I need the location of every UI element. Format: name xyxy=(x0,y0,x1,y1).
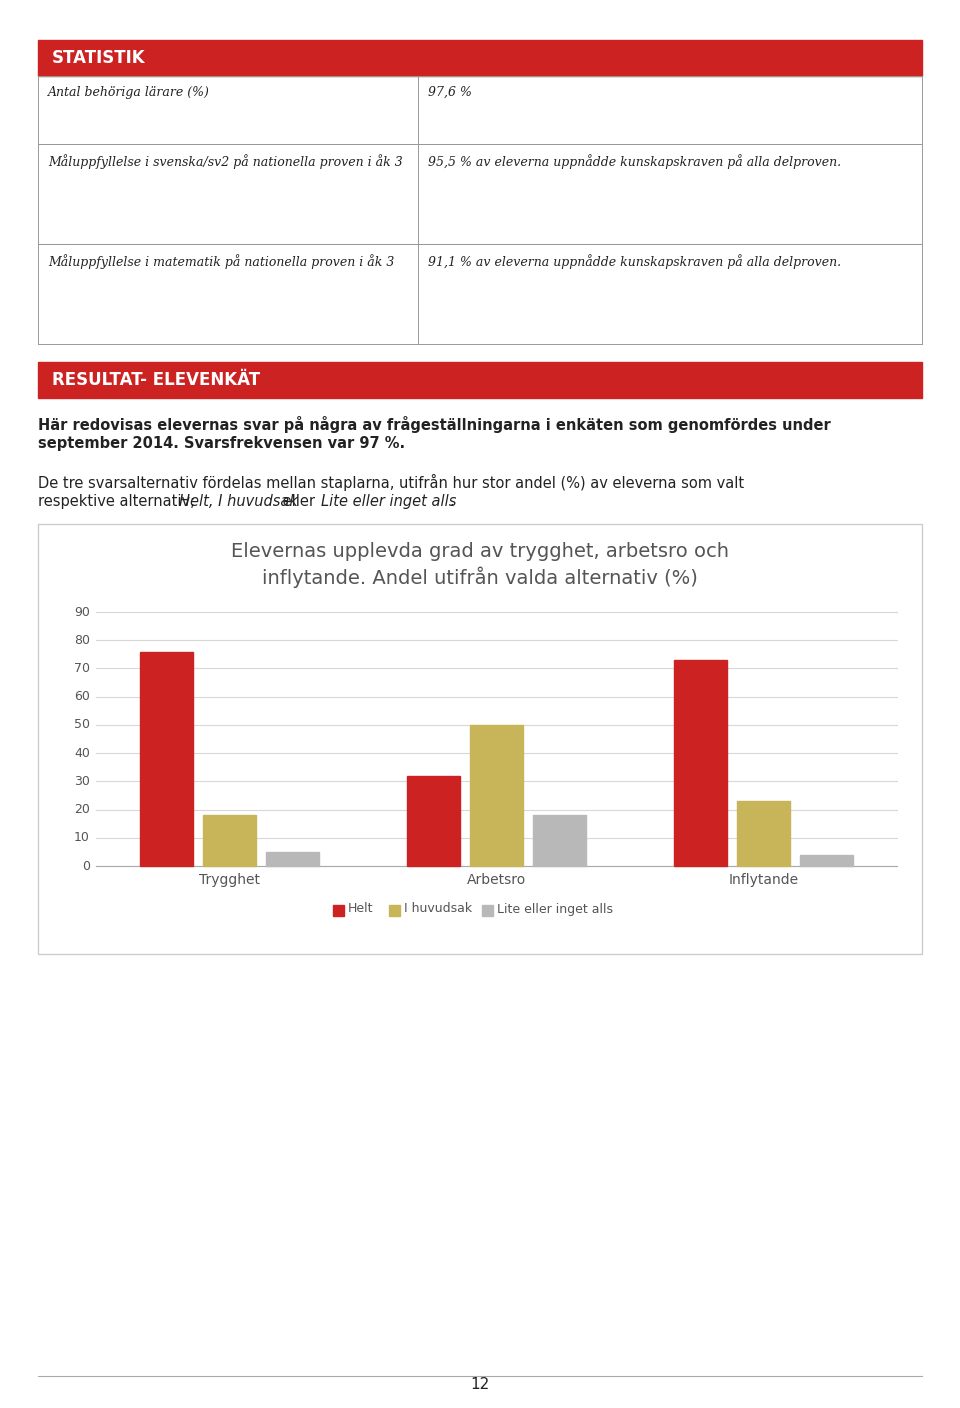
Bar xyxy=(482,904,492,915)
Text: Måluppfyllelse i svenska/sv2 på nationella proven i åk 3: Måluppfyllelse i svenska/sv2 på nationel… xyxy=(48,153,403,169)
Text: Elevernas upplevda grad av trygghet, arbetsro och: Elevernas upplevda grad av trygghet, arb… xyxy=(231,542,729,560)
Text: 40: 40 xyxy=(74,746,90,759)
Text: 91,1 % av eleverna uppnådde kunskapskraven på alla delproven.: 91,1 % av eleverna uppnådde kunskapskrav… xyxy=(428,253,841,269)
Text: respektive alternativ;: respektive alternativ; xyxy=(38,494,200,510)
Text: Inflytande: Inflytande xyxy=(729,873,799,887)
Text: I huvudsak: I huvudsak xyxy=(404,903,472,915)
Text: 97,6 %: 97,6 % xyxy=(428,86,472,99)
Text: 80: 80 xyxy=(74,634,90,646)
Bar xyxy=(203,815,256,866)
Text: eller: eller xyxy=(277,494,319,510)
Bar xyxy=(38,362,922,398)
Bar xyxy=(533,815,587,866)
Bar xyxy=(38,524,922,955)
Text: RESULTAT- ELEVENKÄT: RESULTAT- ELEVENKÄT xyxy=(52,370,260,389)
Text: 95,5 % av eleverna uppnådde kunskapskraven på alla delproven.: 95,5 % av eleverna uppnådde kunskapskrav… xyxy=(428,153,841,169)
Text: 50: 50 xyxy=(74,718,90,731)
Text: Arbetsro: Arbetsro xyxy=(467,873,526,887)
Text: Helt: Helt xyxy=(348,903,373,915)
Text: 90: 90 xyxy=(74,605,90,618)
Text: .: . xyxy=(449,494,454,510)
Bar xyxy=(737,801,790,866)
Text: Helt, I huvudsak: Helt, I huvudsak xyxy=(180,494,299,510)
Bar xyxy=(674,660,727,866)
Bar xyxy=(266,852,320,866)
Text: De tre svarsalternativ fördelas mellan staplarna, utifrån hur stor andel (%) av : De tre svarsalternativ fördelas mellan s… xyxy=(38,474,744,491)
Text: 30: 30 xyxy=(74,774,90,788)
Text: Lite eller inget alls: Lite eller inget alls xyxy=(321,494,456,510)
Text: 70: 70 xyxy=(74,662,90,674)
Text: 12: 12 xyxy=(470,1377,490,1393)
Text: inflytande. Andel utifrån valda alternativ (%): inflytande. Andel utifrån valda alternat… xyxy=(262,566,698,587)
Text: september 2014. Svarsfrekvensen var 97 %.: september 2014. Svarsfrekvensen var 97 %… xyxy=(38,436,405,451)
Text: Lite eller inget alls: Lite eller inget alls xyxy=(497,903,612,915)
Bar xyxy=(469,725,523,866)
Text: 0: 0 xyxy=(82,859,90,873)
Text: Antal behöriga lärare (%): Antal behöriga lärare (%) xyxy=(48,86,210,99)
Text: Måluppfyllelse i matematik på nationella proven i åk 3: Måluppfyllelse i matematik på nationella… xyxy=(48,253,395,269)
Bar xyxy=(389,904,399,915)
Bar xyxy=(38,39,922,76)
Text: 60: 60 xyxy=(74,690,90,703)
Text: 10: 10 xyxy=(74,831,90,845)
Text: Här redovisas elevernas svar på några av frågeställningarna i enkäten som genomf: Här redovisas elevernas svar på några av… xyxy=(38,415,830,434)
Text: Trygghet: Trygghet xyxy=(199,873,260,887)
Text: 20: 20 xyxy=(74,803,90,817)
Text: STATISTIK: STATISTIK xyxy=(52,49,146,68)
Bar xyxy=(140,652,193,866)
Bar xyxy=(407,776,460,866)
Bar xyxy=(333,904,344,915)
Bar xyxy=(800,855,853,866)
